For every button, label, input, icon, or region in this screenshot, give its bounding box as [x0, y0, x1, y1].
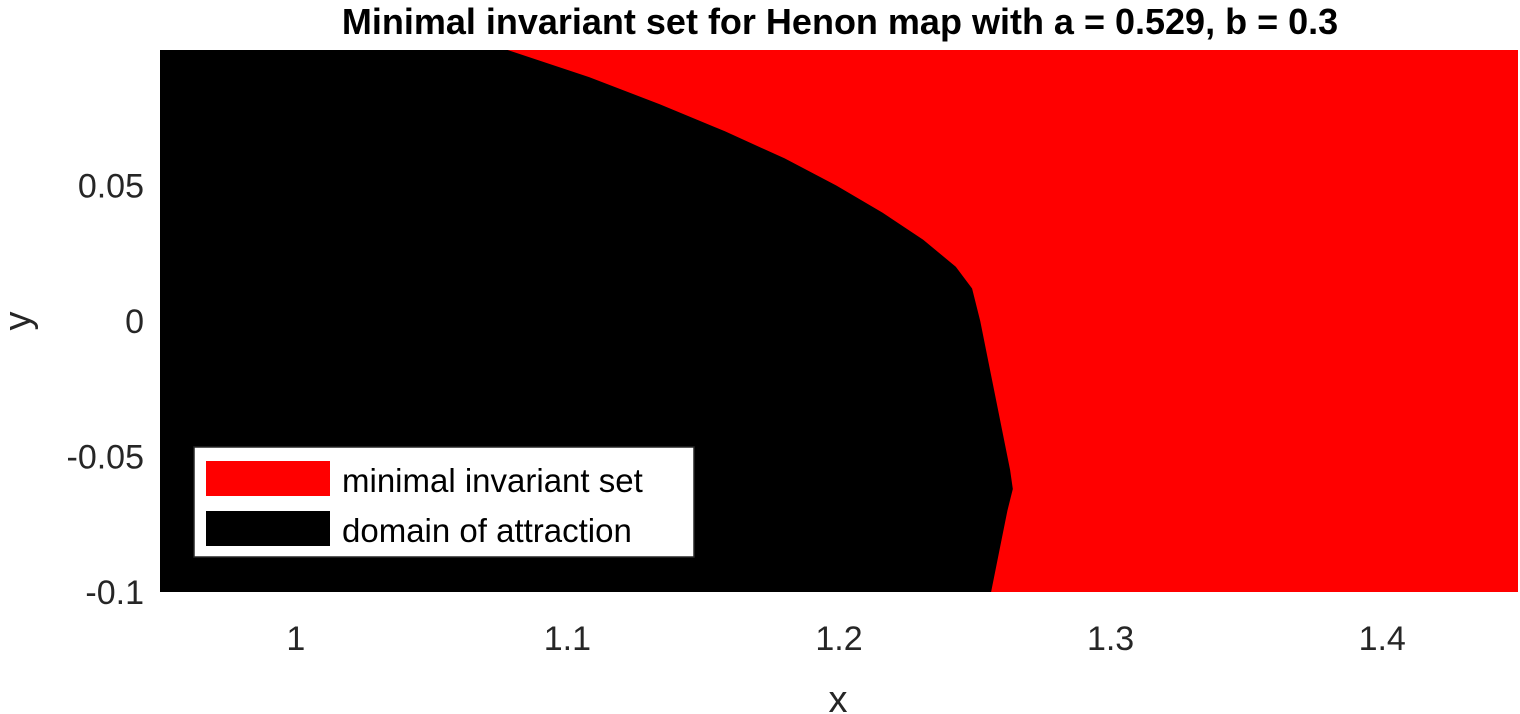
- y-axis-label: y: [0, 312, 39, 331]
- legend-swatch-minimal-invariant-set: [206, 461, 330, 496]
- legend-swatch-domain-of-attraction: [206, 511, 330, 546]
- x-tick-label: 1.4: [1359, 620, 1406, 658]
- x-axis-label: x: [829, 679, 848, 714]
- y-tick-label: -0.05: [67, 439, 145, 477]
- x-axis: 1 1.1 1.2 1.3 1.4: [286, 620, 1405, 658]
- x-tick-label: 1.3: [1087, 620, 1134, 658]
- y-tick-label: -0.1: [85, 574, 144, 612]
- legend-label-domain-of-attraction: domain of attraction: [342, 512, 632, 549]
- x-tick-label: 1: [286, 620, 305, 658]
- y-tick-label: 0: [125, 303, 144, 341]
- x-tick-label: 1.1: [544, 620, 591, 658]
- y-tick-label: 0.05: [78, 168, 144, 206]
- legend: minimal invariant set domain of attracti…: [193, 446, 695, 558]
- y-axis: -0.1 -0.05 0 0.05: [67, 168, 145, 613]
- legend-label-minimal-invariant-set: minimal invariant set: [342, 462, 643, 499]
- x-tick-label: 1.2: [815, 620, 862, 658]
- chart-title: Minimal invariant set for Henon map with…: [342, 1, 1338, 42]
